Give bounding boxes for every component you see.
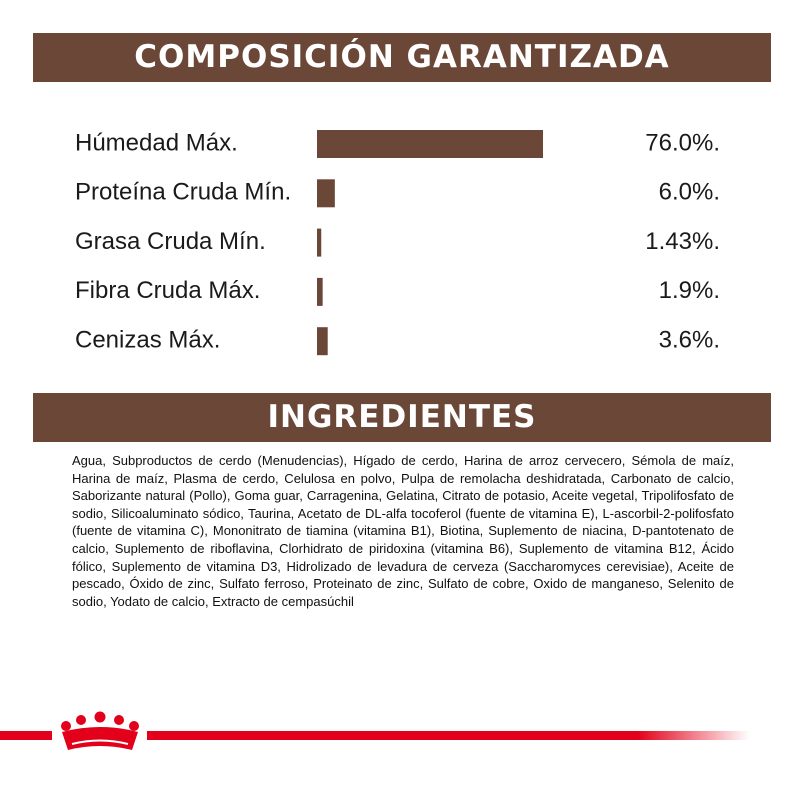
bar xyxy=(317,327,328,356)
ingredients-text: Agua, Subproductos de cerdo (Menudencias… xyxy=(72,453,734,609)
red-line xyxy=(0,731,750,740)
bar xyxy=(317,228,322,257)
value-label: 76.0%. xyxy=(645,129,720,156)
category-label: Cenizas Máx. xyxy=(75,327,220,354)
crown-logo xyxy=(52,711,147,752)
chart: Húmedad Máx. 76.0%. Proteína Cruda Mín. 6.0… xyxy=(75,129,720,356)
category-label: Grasa Cruda Mín. xyxy=(75,228,266,255)
category-label: Proteína Cruda Mín. xyxy=(75,179,291,206)
value-label: 6.0%. xyxy=(659,179,720,206)
footer xyxy=(0,711,750,752)
category-label: Fibra Cruda Máx. xyxy=(75,277,260,304)
value-label: 1.9%. xyxy=(659,277,720,304)
value-label: 1.43%. xyxy=(645,228,720,255)
section-title: INGREDIENTES xyxy=(33,393,771,442)
bar xyxy=(317,179,335,208)
bar xyxy=(317,130,543,158)
section-title: COMPOSICIÓN GARANTIZADA xyxy=(33,33,771,82)
category-label: Húmedad Máx. xyxy=(75,129,238,156)
value-label: 3.6%. xyxy=(659,327,720,354)
bar xyxy=(317,277,323,306)
